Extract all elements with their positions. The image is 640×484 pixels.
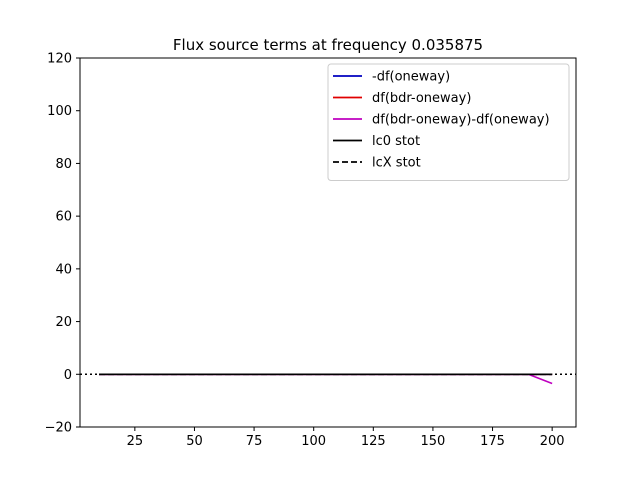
x-tick-label: 50 — [186, 434, 203, 449]
y-tick-label: 0 — [64, 368, 72, 383]
y-tick-label: 120 — [47, 52, 72, 67]
x-tick-label: 125 — [361, 434, 386, 449]
x-tick-label: 75 — [246, 434, 263, 449]
y-tick-label: 80 — [55, 157, 72, 172]
legend-box — [327, 63, 570, 181]
axes: 25 50 75 100 125 150 175 200 −20 0 20 40 60 80 100 120 — [45, 52, 577, 449]
legend-label-1: df(bdr-oneway) — [372, 91, 471, 106]
legend-label-3: lc0 stot — [372, 134, 420, 149]
legend-label-4: lcX stot — [372, 156, 421, 171]
legend: -df(oneway) df(bdr-oneway) df(bdr-oneway)-… — [327, 63, 570, 181]
axes-frame — [79, 57, 577, 428]
y-tick-label: 60 — [55, 210, 72, 225]
y-tick-label: 20 — [55, 315, 72, 330]
x-tick-label: 200 — [540, 434, 565, 449]
y-tick-label: 100 — [47, 104, 72, 119]
x-tick-label: 175 — [480, 434, 505, 449]
plot-area — [80, 373, 576, 385]
legend-label-0: -df(oneway) — [372, 70, 450, 85]
legend-label-2: df(bdr-oneway)-df(oneway) — [372, 113, 550, 128]
x-tick-label: 100 — [301, 434, 326, 449]
chart-title: Flux source terms at frequency 0.035875 — [173, 36, 483, 54]
y-tick-label: 40 — [55, 262, 72, 277]
y-tick-label: −20 — [45, 421, 72, 436]
x-tick-label: 150 — [421, 434, 446, 449]
x-tick-label: 25 — [127, 434, 144, 449]
